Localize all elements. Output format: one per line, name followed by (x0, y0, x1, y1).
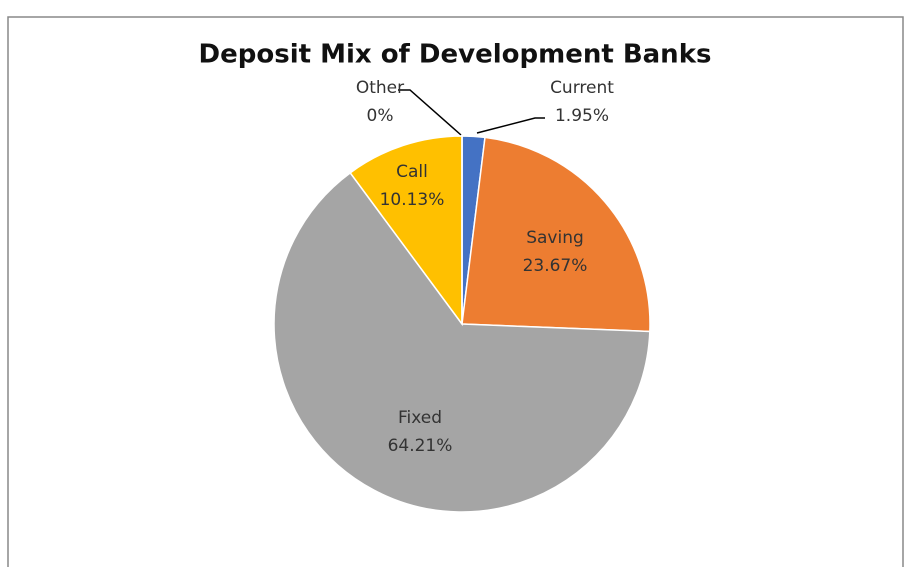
pie-slice (349, 135, 463, 327)
slice-label: Fixed (398, 408, 442, 428)
chart-title: Deposit Mix of Development Banks (199, 40, 712, 70)
slice-value-label: 10.13% (380, 190, 445, 210)
slice-value-label: 64.21% (388, 436, 453, 456)
leader-line (398, 89, 462, 136)
pie-slice (461, 136, 651, 333)
slice-value-label: 0% (367, 106, 394, 126)
slice-label: Other (356, 78, 404, 98)
slice-value-label: 23.67% (523, 256, 588, 276)
slice-value-label: 1.95% (555, 106, 609, 126)
slice-label: Saving (526, 228, 584, 248)
pie-slice (273, 171, 651, 513)
slice-label: Current (550, 78, 614, 98)
leader-line (476, 117, 545, 134)
slice-label: Call (396, 162, 428, 182)
